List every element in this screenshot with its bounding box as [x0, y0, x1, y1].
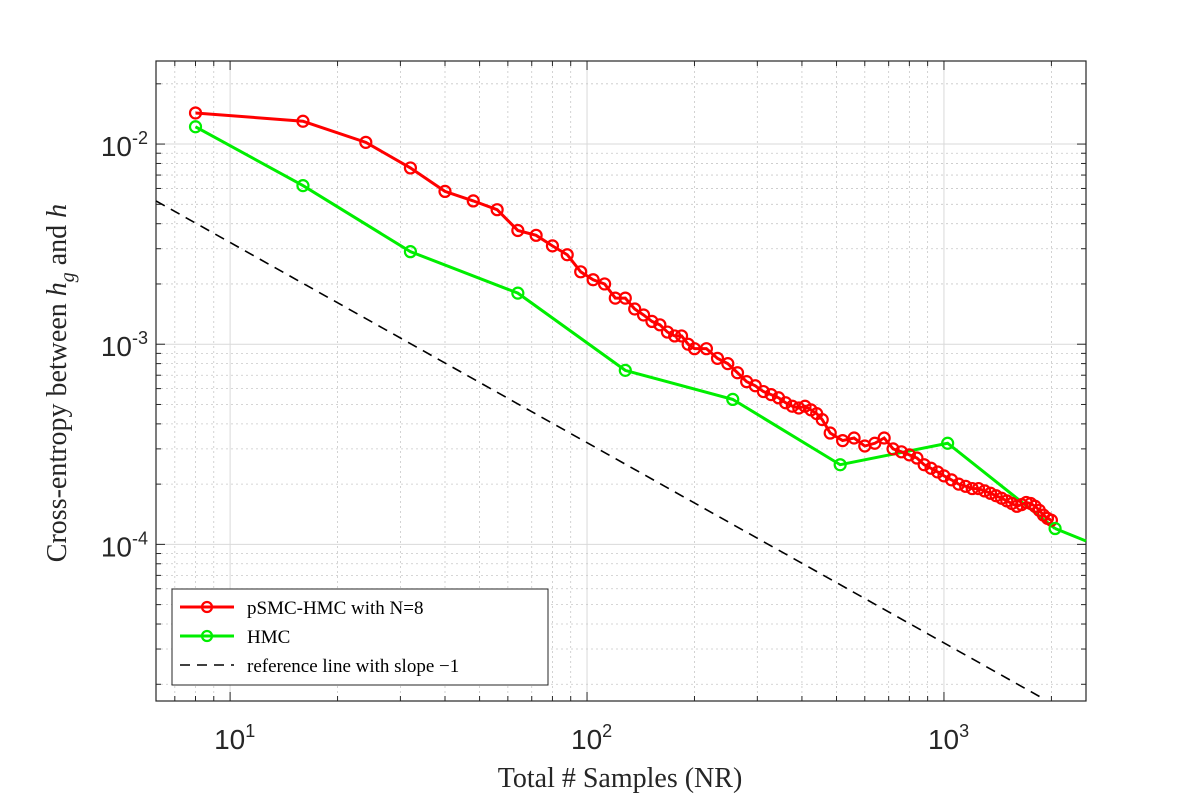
psmc-hmc-point — [886, 442, 900, 456]
y-tick-label-base: 10 — [101, 531, 132, 562]
psmc-hmc-series-markers — [188, 106, 1059, 527]
psmc-hmc-point — [756, 384, 771, 399]
psmc-hmc-point — [618, 291, 632, 305]
psmc-hmc-point — [529, 228, 543, 242]
legend-hmc-marker — [200, 629, 214, 643]
psmc-hmc-point — [296, 114, 310, 128]
psmc-hmc-point — [778, 396, 793, 410]
psmc-hmc-point — [645, 314, 659, 329]
psmc-hmc-point — [188, 106, 203, 120]
legend-psmc-marker — [200, 600, 214, 614]
psmc-hmc-point — [924, 461, 938, 475]
y-axis-title-prefix: Cross-entropy between — [42, 296, 73, 562]
y-tick-label-exponent: -3 — [132, 328, 148, 348]
psmc-hmc-point — [815, 413, 829, 427]
legend-hmc-label: HMC — [247, 627, 290, 648]
axis-tick-marks — [156, 61, 1086, 701]
y-tick-label: 10-4 — [101, 528, 148, 562]
x-tick-label-base: 10 — [571, 724, 602, 755]
hmc-point — [618, 363, 632, 377]
hmc-point — [403, 245, 418, 259]
hmc-series-markers — [188, 120, 1062, 536]
x-tick-label-exponent: 1 — [245, 721, 255, 741]
psmc-hmc-point — [359, 135, 373, 149]
legend-box — [171, 588, 549, 686]
x-tick-label-base: 10 — [214, 724, 245, 755]
psmc-hmc-point — [721, 357, 735, 371]
y-tick-label-base: 10 — [101, 131, 132, 162]
psmc-hmc-point — [668, 329, 682, 343]
psmc-hmc-point — [785, 399, 799, 413]
x-tick-label-base: 10 — [928, 724, 959, 755]
psmc-hmc-point — [894, 445, 909, 459]
psmc-hmc-point — [403, 161, 418, 175]
psmc-hmc-point — [660, 325, 675, 339]
psmc-hmc-point — [910, 451, 924, 465]
psmc-hmc-point — [978, 484, 992, 498]
y-axis-title-middle: and — [42, 218, 73, 272]
psmc-hmc-point — [699, 342, 714, 356]
psmc-hmc-point — [597, 277, 612, 291]
psmc-hmc-point — [730, 366, 745, 380]
psmc-hmc-point — [710, 351, 725, 365]
x-tick-label-exponent: 3 — [959, 721, 969, 741]
hmc-point — [1048, 521, 1062, 536]
psmc-hmc-point — [511, 223, 525, 238]
hmc-point — [511, 286, 525, 300]
psmc-hmc-point — [490, 203, 504, 217]
psmc-hmc-point — [438, 184, 452, 199]
x-tick-label: 102 — [571, 721, 612, 755]
hmc-point — [726, 392, 740, 406]
psmc-hmc-point — [917, 458, 931, 472]
psmc-hmc-point — [847, 431, 861, 445]
psmc-hmc-point — [545, 239, 560, 253]
psmc-hmc-point — [586, 273, 600, 287]
hmc-point — [941, 436, 955, 450]
psmc-hmc-point — [971, 481, 986, 496]
y-axis-title-var2: h — [42, 204, 73, 218]
psmc-hmc-point — [764, 388, 778, 402]
hmc-point — [296, 179, 310, 193]
x-tick-label-exponent: 2 — [602, 721, 612, 741]
psmc-hmc-point — [653, 318, 667, 332]
y-tick-label-exponent: -2 — [132, 128, 148, 148]
psmc-hmc-point — [823, 426, 837, 440]
psmc-hmc-point — [902, 448, 916, 462]
y-axis-title-var1-subscript: g — [57, 272, 79, 282]
y-axis-title: Cross-entropy between hg and h — [42, 204, 79, 562]
y-tick-label-exponent: -4 — [132, 528, 148, 548]
legend-psmc-label: pSMC-HMC with N=8 — [247, 598, 423, 619]
psmc-hmc-point — [959, 479, 973, 493]
hmc-point — [188, 120, 203, 134]
y-tick-label: 10-2 — [101, 128, 148, 162]
legend: pSMC-HMC with N=8 HMC reference line wit… — [171, 588, 549, 686]
grid-lines — [156, 61, 1086, 701]
psmc-hmc-point — [952, 477, 966, 491]
x-tick-label: 101 — [214, 721, 255, 755]
psmc-hmc-point — [792, 401, 806, 415]
data-series — [155, 106, 1087, 698]
plot-area-frame — [155, 60, 1087, 702]
y-tick-label-base: 10 — [101, 331, 132, 362]
legend-reference-label: reference line with slope −1 — [247, 656, 459, 677]
psmc-hmc-point — [877, 431, 891, 445]
y-axis-title-var1: h — [42, 282, 73, 296]
psmc-hmc-point — [628, 302, 642, 316]
y-tick-label: 10-3 — [101, 328, 148, 362]
psmc-hmc-point — [574, 265, 588, 279]
psmc-hmc-point — [466, 194, 480, 208]
x-axis-title: Total # Samples (NR) — [498, 763, 743, 794]
psmc-hmc-point — [560, 248, 574, 262]
psmc-hmc-point — [636, 308, 651, 322]
psmc-hmc-point — [965, 481, 979, 496]
x-tick-label: 103 — [928, 721, 969, 755]
hmc-point — [833, 458, 847, 472]
psmc-hmc-point — [674, 329, 689, 343]
